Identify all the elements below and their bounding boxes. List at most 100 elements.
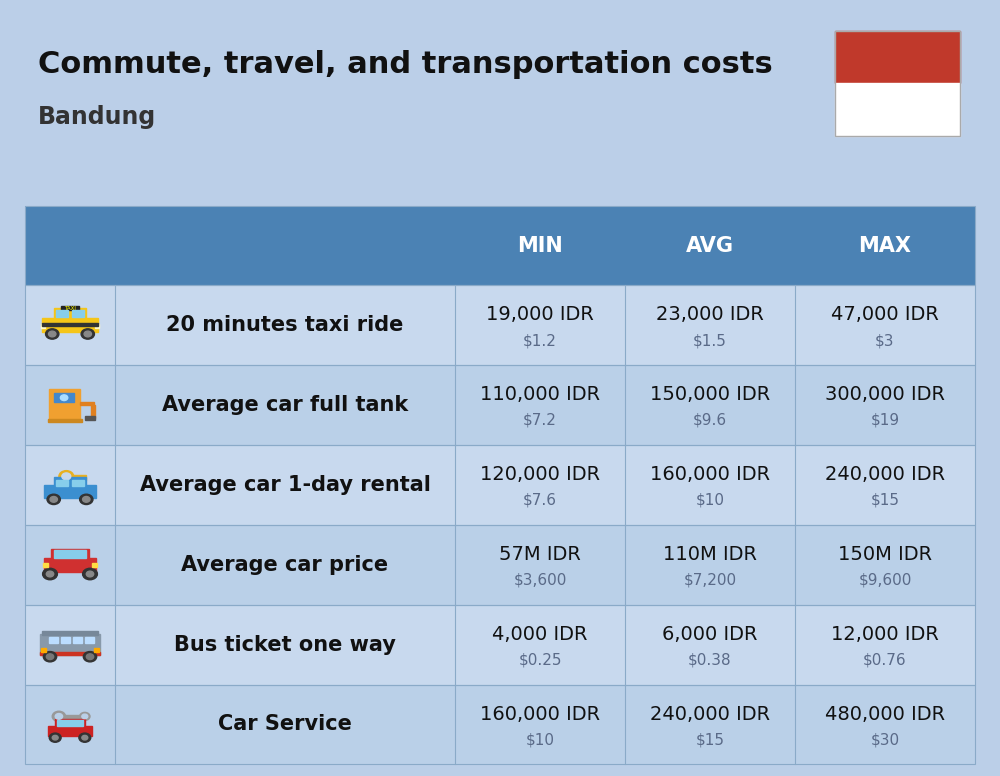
Circle shape xyxy=(43,568,57,580)
Bar xyxy=(25,684,975,764)
Bar xyxy=(73,637,82,643)
Circle shape xyxy=(82,736,88,740)
Text: $3,600: $3,600 xyxy=(513,573,567,587)
Text: $0.25: $0.25 xyxy=(518,653,562,667)
Bar xyxy=(51,549,89,559)
Text: 19,000 IDR: 19,000 IDR xyxy=(486,306,594,324)
Bar xyxy=(25,605,975,684)
Text: $7,200: $7,200 xyxy=(683,573,737,587)
Circle shape xyxy=(49,733,61,743)
Circle shape xyxy=(80,494,93,504)
Text: Bus ticket one way: Bus ticket one way xyxy=(174,635,396,655)
Bar xyxy=(72,480,84,486)
Circle shape xyxy=(62,473,71,480)
Bar xyxy=(25,445,975,525)
Bar xyxy=(55,719,85,727)
Bar xyxy=(40,634,100,655)
Circle shape xyxy=(86,654,94,660)
Bar xyxy=(835,84,960,136)
Bar xyxy=(85,637,94,643)
Bar xyxy=(40,652,100,655)
Circle shape xyxy=(83,652,97,662)
Circle shape xyxy=(82,714,88,719)
Bar xyxy=(91,405,95,417)
Bar xyxy=(61,637,70,643)
Circle shape xyxy=(83,497,90,502)
Bar xyxy=(25,286,975,365)
Bar xyxy=(71,475,86,478)
Circle shape xyxy=(83,568,97,580)
Text: $7.2: $7.2 xyxy=(523,413,557,428)
Text: 160,000 IDR: 160,000 IDR xyxy=(650,465,770,484)
Text: 110,000 IDR: 110,000 IDR xyxy=(480,386,600,404)
Circle shape xyxy=(46,571,54,577)
Circle shape xyxy=(86,571,94,577)
Bar xyxy=(83,477,86,480)
Text: $3: $3 xyxy=(875,333,895,348)
Text: $10: $10 xyxy=(526,732,554,747)
Text: 110M IDR: 110M IDR xyxy=(663,545,757,564)
Bar xyxy=(25,206,455,286)
Bar xyxy=(92,563,97,567)
Circle shape xyxy=(52,712,66,722)
Text: 240,000 IDR: 240,000 IDR xyxy=(650,705,770,723)
Bar xyxy=(85,416,95,420)
Text: Average car 1-day rental: Average car 1-day rental xyxy=(140,475,430,495)
Bar xyxy=(835,31,960,84)
Text: $9.6: $9.6 xyxy=(693,413,727,428)
Circle shape xyxy=(43,652,57,662)
Bar xyxy=(49,637,58,643)
Text: AVG: AVG xyxy=(686,236,734,255)
Bar xyxy=(25,605,975,684)
Text: $1.2: $1.2 xyxy=(523,333,557,348)
Circle shape xyxy=(52,736,58,740)
Bar xyxy=(54,477,86,486)
Text: $30: $30 xyxy=(870,732,900,747)
Circle shape xyxy=(49,331,56,337)
Text: $19: $19 xyxy=(870,413,900,428)
Bar xyxy=(25,286,975,365)
Circle shape xyxy=(50,497,57,502)
Bar xyxy=(56,480,68,486)
Text: $7.6: $7.6 xyxy=(523,493,557,508)
Text: $1.5: $1.5 xyxy=(693,333,727,348)
Bar xyxy=(42,323,98,326)
Text: 12,000 IDR: 12,000 IDR xyxy=(831,625,939,644)
Text: Car Service: Car Service xyxy=(218,715,352,734)
Circle shape xyxy=(46,654,54,660)
Bar xyxy=(44,485,96,497)
Text: $0.76: $0.76 xyxy=(863,653,907,667)
Bar xyxy=(42,318,98,332)
Text: 4,000 IDR: 4,000 IDR xyxy=(492,625,588,644)
Circle shape xyxy=(80,712,90,720)
Bar xyxy=(48,726,92,736)
Circle shape xyxy=(59,470,74,482)
Circle shape xyxy=(47,494,60,504)
Bar xyxy=(43,563,48,567)
Bar xyxy=(25,684,975,764)
Bar xyxy=(80,402,94,405)
Bar xyxy=(60,715,85,718)
Bar xyxy=(795,206,975,286)
Text: 160,000 IDR: 160,000 IDR xyxy=(480,705,600,723)
Bar xyxy=(95,324,99,327)
Text: 150,000 IDR: 150,000 IDR xyxy=(650,386,770,404)
Text: 120,000 IDR: 120,000 IDR xyxy=(480,465,600,484)
Bar xyxy=(44,558,96,572)
Text: TAXI: TAXI xyxy=(64,306,76,311)
Bar xyxy=(25,365,975,445)
Text: 57M IDR: 57M IDR xyxy=(499,545,581,564)
Bar xyxy=(57,720,83,726)
Bar xyxy=(25,206,975,286)
Text: 47,000 IDR: 47,000 IDR xyxy=(831,306,939,324)
Bar xyxy=(72,310,84,317)
Bar xyxy=(49,389,80,421)
Circle shape xyxy=(84,331,91,337)
Text: $15: $15 xyxy=(870,493,900,508)
Text: $15: $15 xyxy=(696,732,724,747)
Text: 150M IDR: 150M IDR xyxy=(838,545,932,564)
Circle shape xyxy=(55,714,63,719)
Text: Average car full tank: Average car full tank xyxy=(162,395,408,415)
Text: Commute, travel, and transportation costs: Commute, travel, and transportation cost… xyxy=(38,50,773,79)
Text: MAX: MAX xyxy=(858,236,912,255)
